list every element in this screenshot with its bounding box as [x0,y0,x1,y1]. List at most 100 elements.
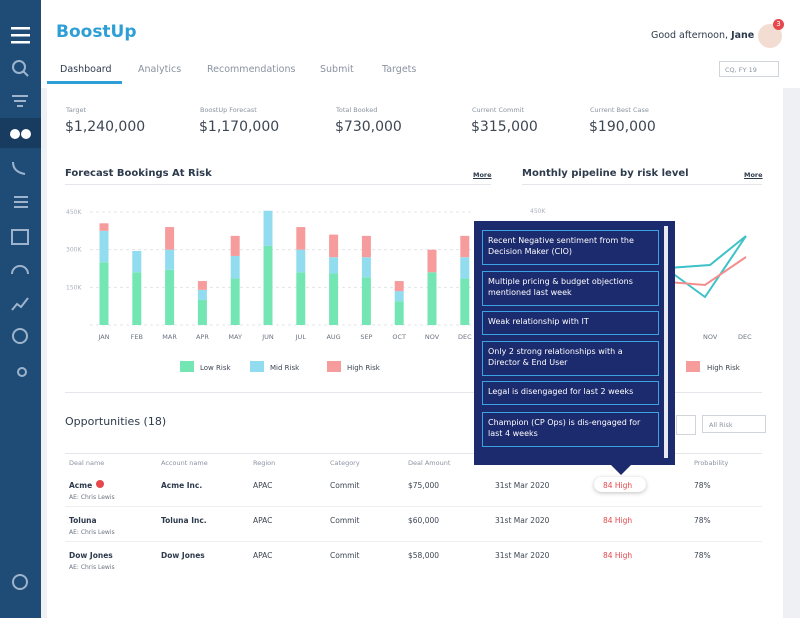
table-cell: $75,000 [408,481,440,490]
x-tick-label: JAN [97,333,109,341]
y-tick-label: 300K [66,247,82,254]
legend-label: High Risk [347,364,381,372]
table-cell[interactable]: Acme [69,481,93,490]
kpi-value: $315,000 [471,119,538,135]
bar-segment [263,210,273,246]
top-bar [41,0,800,88]
greeting: Good afternoon, Jane [651,30,754,41]
bar-segment [361,277,371,325]
line [667,256,747,287]
row-divider [65,506,762,507]
table-cell: 78% [694,516,711,525]
bar-segment [230,278,240,325]
column-header[interactable]: Probability [694,459,729,467]
table-title: Opportunities (18) [65,415,167,428]
x-tick-label: DEC [738,333,752,341]
tab[interactable]: Recommendations [207,64,296,75]
pipeline-chart: 450K NOV DEC High Risk [530,208,752,372]
active-tab-indicator [47,81,122,84]
line [667,235,747,299]
bar-segment [361,235,371,258]
table-cell: Acme Inc. [161,481,203,490]
risk-filter[interactable]: All Risk [702,415,766,433]
kpi-value: $190,000 [589,119,656,135]
risk-tooltip [474,221,675,465]
table-cell: Commit [330,481,360,490]
table-cell[interactable]: Dow Jones [69,551,113,560]
table-cell[interactable]: 84 High [603,481,633,490]
tooltip-item: Legal is disengaged for last 2 weeks [482,381,659,405]
filter[interactable] [676,415,696,435]
table-cell[interactable]: 84 High [603,551,633,560]
kpi-label: BoostUp Forecast [200,106,257,114]
line [667,235,747,269]
tab[interactable]: Submit [320,64,354,75]
tooltip-item: Only 2 strong relationships with a Direc… [482,341,659,376]
account-exec: AE: Chris Lewis [69,564,115,571]
bar-segment [165,249,175,270]
legend-swatch [180,361,194,372]
account-exec: AE: Chris Lewis [69,494,115,501]
table-cell[interactable]: 84 High [603,516,633,525]
tab[interactable]: Dashboard [60,64,112,75]
kpi-value: $730,000 [335,119,402,135]
legend-label: Mid Risk [270,364,300,372]
table-cell[interactable]: Toluna [69,516,97,525]
table-cell: Dow Jones [161,551,205,560]
x-tick-label: SEP [360,333,372,341]
bar-segment [361,257,371,278]
tab[interactable]: Targets [382,64,417,75]
risk-pill[interactable] [594,477,646,492]
x-tick-label: JUN [261,333,274,341]
bar-segment [296,227,306,250]
column-header[interactable]: Region [253,459,276,467]
greeting-text: Good afternoon, [651,30,729,41]
bar-segment [99,262,109,325]
bar-segment [460,235,470,258]
chart-title: Forecast Bookings At Risk [65,168,212,179]
legend-swatch [686,361,700,372]
tooltip-arrow [610,464,632,475]
column-header[interactable]: Deal Amount [408,459,451,467]
tooltip-item: Recent Negative sentiment from the Decis… [482,230,659,265]
bar-segment [165,227,175,250]
x-tick-label: DEC [458,333,472,341]
y-tick-label: 450K [530,208,546,215]
row-divider [65,541,762,542]
table-cell: 31st Mar 2020 [495,516,550,525]
legend-label: Low Risk [200,364,231,372]
more-link[interactable]: More [744,171,763,179]
divider [522,184,762,185]
y-tick-label: 150K [66,284,82,291]
sidebar-icons [0,27,41,590]
period-filter[interactable]: CQ, FY 19 [719,61,779,77]
table-cell: Commit [330,551,360,560]
notification-badge[interactable]: 3 [773,19,784,30]
bar-segment [197,281,207,290]
logo[interactable]: BoostUp [56,22,137,42]
bar-segment [329,273,339,325]
column-header[interactable]: Account name [161,459,208,467]
divider [65,392,762,393]
table-cell: APAC [253,551,273,560]
sidebar [0,0,41,618]
tooltip-item: Weak relationship with IT [482,311,659,335]
table-cell: Commit [330,516,360,525]
legend-label: High Risk [707,364,741,372]
table-cell: 78% [694,481,711,490]
scrollbar[interactable] [664,226,668,458]
x-tick-label: MAY [228,333,242,341]
bar-segment [427,249,437,273]
tooltip-item: Champion (CP Ops) is dis-engaged for las… [482,412,659,447]
column-header[interactable]: Category [330,459,360,467]
kpi-label: Total Booked [336,106,378,114]
column-header[interactable]: Deal name [69,459,105,467]
table-cell: APAC [253,481,273,490]
more-link[interactable]: More [473,171,492,179]
kpi-value: $1,240,000 [65,119,146,135]
y-tick-label: 450K [66,209,82,216]
bar-segment [230,255,240,279]
bar-segment [132,250,142,273]
tab[interactable]: Analytics [138,64,182,75]
